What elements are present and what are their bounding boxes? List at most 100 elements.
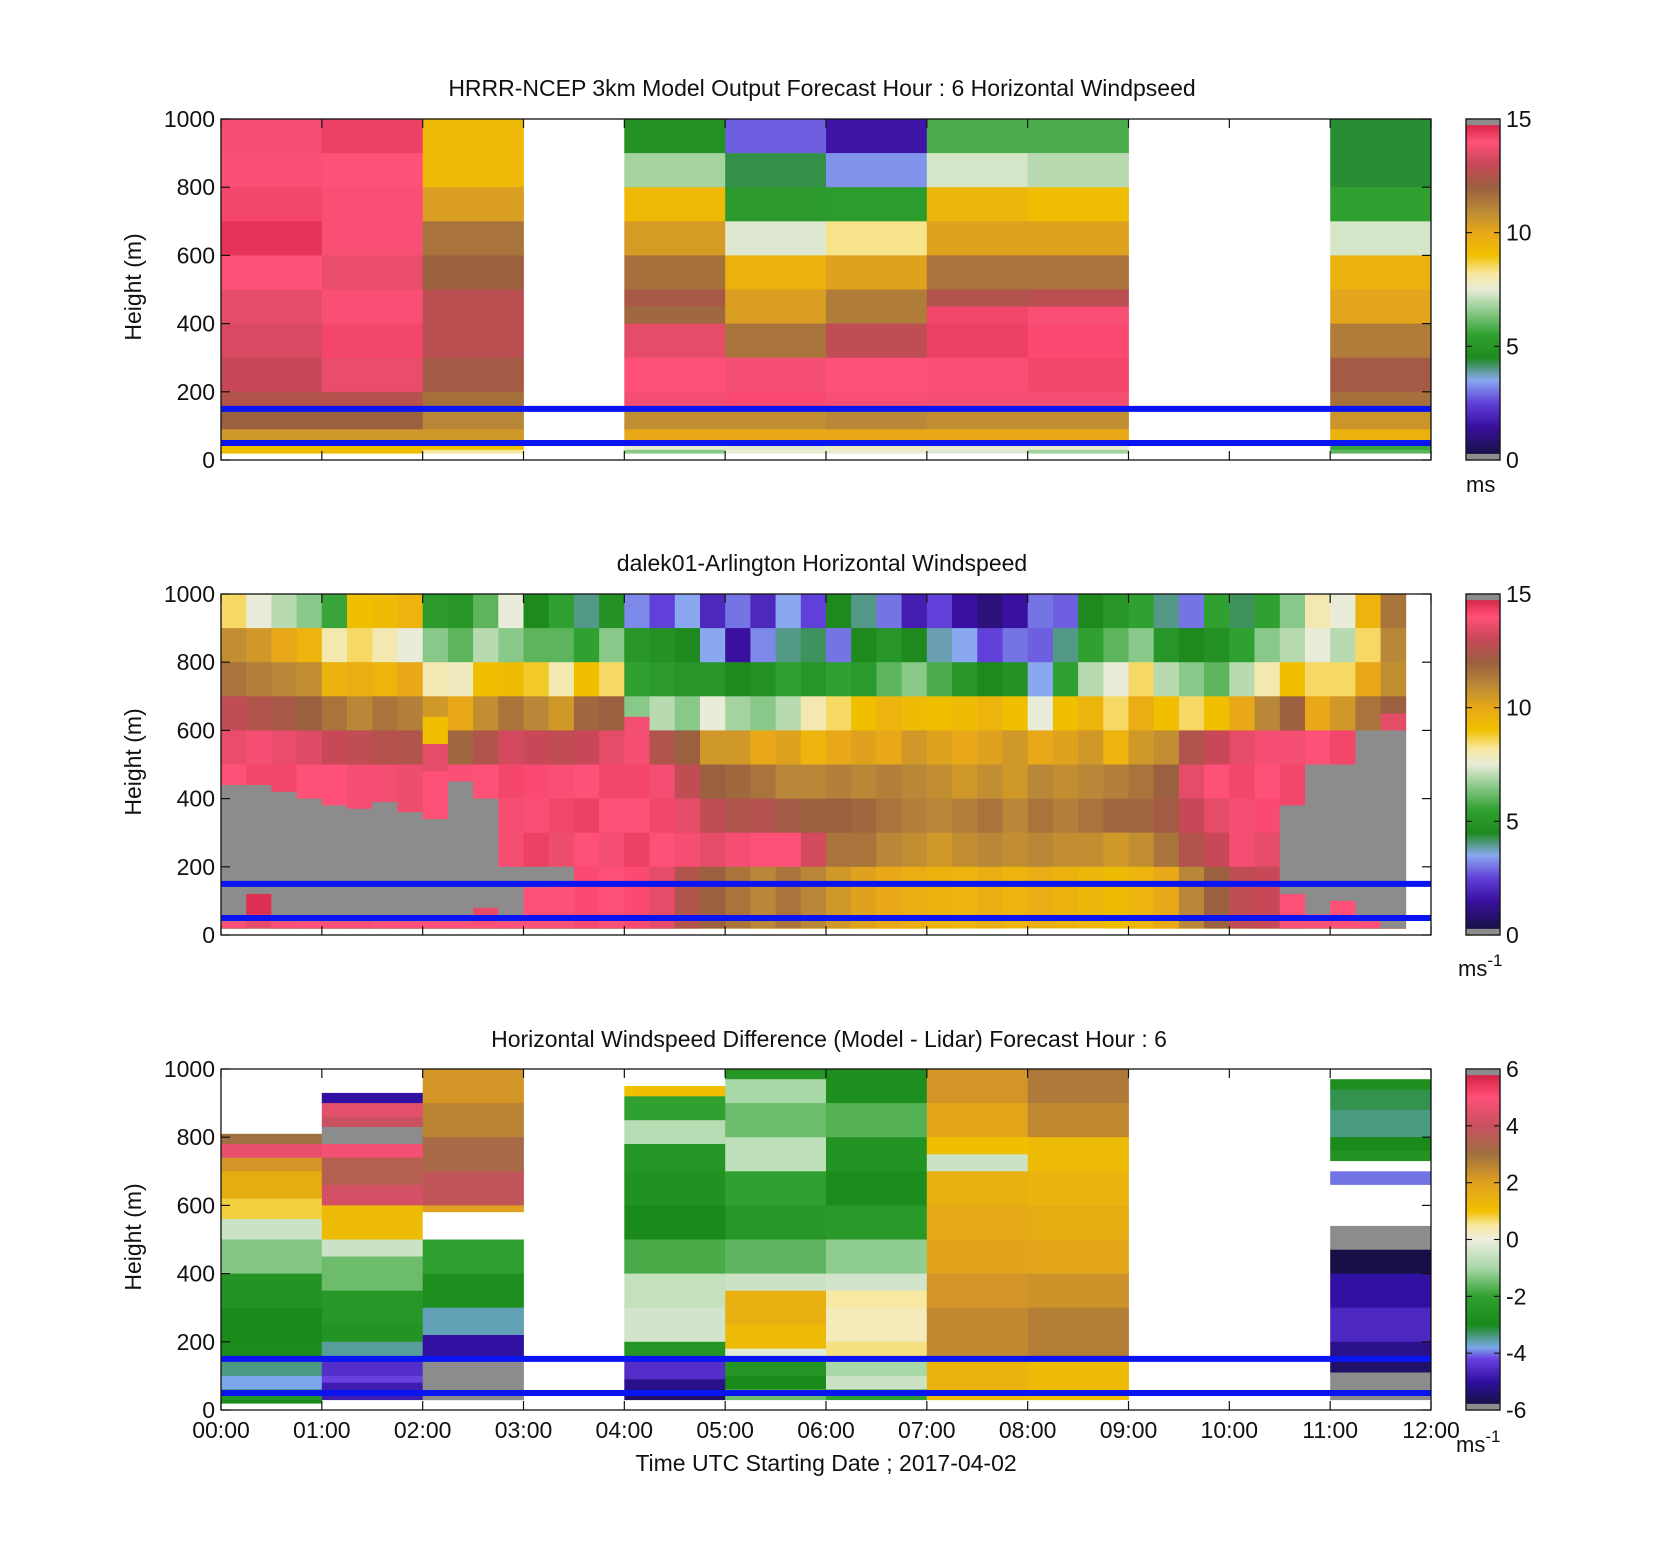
heatmap-cell [624, 1120, 726, 1145]
heatmap-cell [624, 1144, 726, 1172]
heatmap-cell [473, 696, 499, 731]
x-axis-label: Time UTC Starting Date ; 2017-04-02 [635, 1450, 1016, 1476]
heatmap-cell [523, 594, 550, 629]
heatmap-cell [674, 798, 701, 834]
colorbar-unit: ms-1 [1458, 951, 1502, 981]
colorbar-unit: ms [1466, 472, 1495, 497]
heatmap-cell [851, 662, 877, 697]
heatmap-cell [422, 1212, 524, 1240]
unit-exponent: -1 [1485, 1427, 1500, 1446]
heatmap-cell [296, 662, 323, 697]
heatmap-cell [926, 1137, 1028, 1155]
heatmap-cell [876, 696, 902, 731]
heatmap-cell [296, 696, 323, 731]
colorbar-tick-label: 5 [1506, 333, 1519, 359]
heatmap-cell [1305, 928, 1331, 929]
heatmap-cell [1330, 900, 1356, 929]
heatmap-cell [1027, 357, 1129, 393]
heatmap-cell [397, 696, 424, 731]
colorbar-rect [1465, 593, 1501, 936]
heatmap-cell [422, 921, 449, 929]
heatmap-cell [1027, 1307, 1129, 1360]
heatmap-cell [1204, 764, 1230, 799]
colorbar-tick-label: 6 [1506, 1056, 1519, 1082]
heatmap-cell [624, 306, 726, 324]
heatmap-cell [1153, 764, 1180, 799]
heatmap-cell [1027, 1069, 1129, 1104]
heatmap-cell [1027, 323, 1129, 359]
heatmap-cell [1052, 798, 1079, 834]
heatmap-cell [876, 832, 902, 868]
heatmap-cell [649, 696, 676, 731]
colorbar-tick-label: 15 [1506, 581, 1532, 607]
heatmap-cell [1204, 928, 1230, 929]
heatmap-cell [1330, 408, 1432, 430]
heatmap-cell [826, 187, 928, 222]
heatmap-cell [876, 662, 902, 697]
colorbar-tick-label: -4 [1506, 1340, 1527, 1366]
heatmap-cell [826, 391, 928, 410]
heatmap-cell [1279, 764, 1306, 806]
heatmap-cell [1380, 730, 1407, 929]
heatmap-cell [725, 442, 827, 451]
heatmap-cell [1027, 449, 1129, 454]
heatmap-cell [1078, 928, 1104, 929]
heatmap-cell [1178, 628, 1205, 663]
heatmap-cell [775, 832, 802, 868]
heatmap-cell [1330, 928, 1356, 929]
heatmap-cell [876, 928, 902, 929]
heatmap-cell [1279, 928, 1306, 929]
heatmap-cell [977, 662, 1003, 697]
heatmap-cell [321, 1341, 423, 1360]
heatmap-cell [826, 1341, 928, 1360]
heatmap-cell [548, 628, 575, 663]
heatmap-cell [422, 928, 449, 929]
heatmap-cell [775, 798, 802, 834]
heatmap-cell [548, 798, 575, 834]
heatmap-cell [1279, 894, 1306, 929]
colorbar-cap-low [1466, 928, 1500, 935]
heatmap-cell [1153, 730, 1180, 765]
heatmap-cell [573, 832, 600, 868]
heatmap-cell [1178, 798, 1205, 834]
heatmap-cell [926, 429, 1028, 444]
heatmap-cell [1355, 730, 1381, 922]
heatmap-cell [1229, 696, 1255, 731]
heatmap-cell [372, 802, 398, 922]
heatmap-cell [725, 153, 827, 188]
colorbar-tick-label: 15 [1506, 106, 1532, 132]
heatmap-cell [700, 662, 726, 697]
heatmap-cell [221, 391, 323, 410]
heatmap-cell [826, 1290, 928, 1309]
heatmap-cell [624, 1171, 726, 1206]
heatmap-cell [1027, 730, 1054, 765]
heatmap-cell [750, 662, 776, 697]
heatmap-cell [1027, 391, 1129, 410]
unit-exponent: -1 [1487, 951, 1502, 970]
heatmap-cell [851, 928, 877, 929]
chart-title: HRRR-NCEP 3km Model Output Forecast Hour… [448, 75, 1195, 101]
colorbar-unit: ms-1 [1456, 1427, 1500, 1457]
heatmap-cell [826, 662, 852, 697]
heatmap-cell [422, 391, 524, 410]
heatmap-cell [321, 119, 423, 154]
heatmap-cell [1052, 662, 1079, 697]
heatmap-cell [952, 594, 978, 629]
colorbar-tick-label: 10 [1506, 695, 1532, 721]
heatmap-cell [1355, 921, 1381, 929]
heatmap-cell [725, 289, 827, 324]
y-tick-label: 0 [202, 447, 215, 473]
heatmap-cell [1103, 628, 1129, 663]
heatmap-cell [1229, 594, 1255, 629]
heatmap-cell [271, 730, 297, 765]
heatmap-cell [221, 1358, 323, 1377]
unit-base: ms [1458, 956, 1487, 981]
heatmap-cell [926, 730, 953, 765]
heatmap-cell [599, 832, 625, 868]
heatmap-cell [1305, 594, 1331, 629]
heatmap-cell [826, 1069, 928, 1104]
heatmap-cell [1128, 832, 1155, 868]
heatmap-cell [1330, 1372, 1432, 1390]
y-axis-label: Height (m) [120, 1183, 146, 1290]
heatmap-cell [901, 798, 928, 834]
